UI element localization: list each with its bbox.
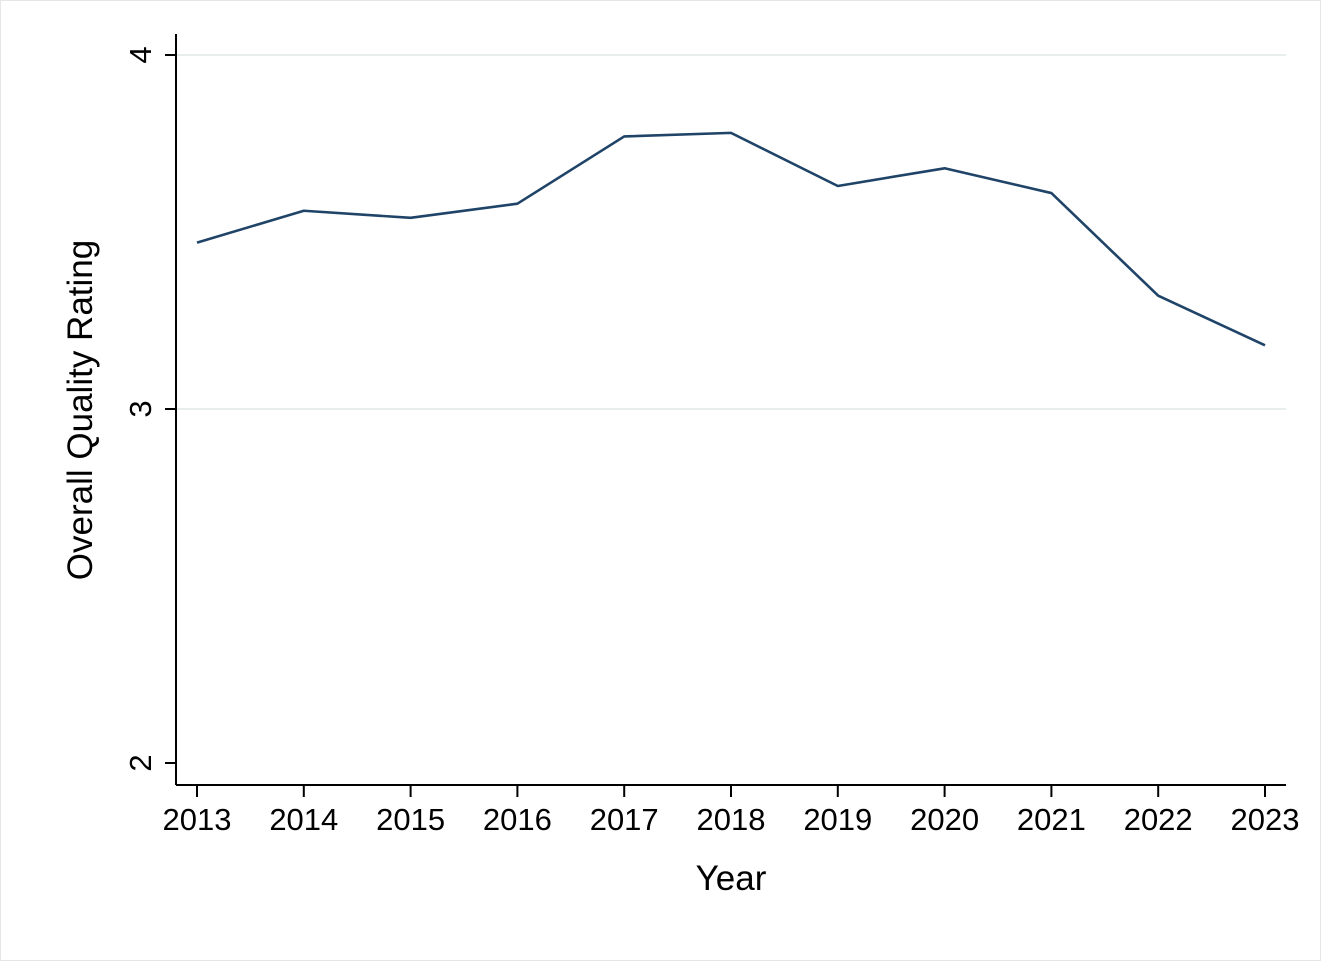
x-tick-label: 2016 <box>483 802 552 837</box>
x-tick-label: 2020 <box>910 802 979 837</box>
x-tick-label: 2014 <box>269 802 338 837</box>
x-tick-label: 2015 <box>376 802 445 837</box>
series-layer <box>196 131 1266 347</box>
y-tick-label: 2 <box>123 754 158 771</box>
y-axis-title: Overall Quality Rating <box>61 240 100 580</box>
x-axis-title: Year <box>696 859 767 898</box>
y-ticks: 2 3 4 <box>123 46 176 772</box>
x-tick-label: 2022 <box>1124 802 1193 837</box>
y-tick-label: 3 <box>123 400 158 417</box>
x-tick-label: 2023 <box>1231 802 1300 837</box>
x-tick-label: 2021 <box>1017 802 1086 837</box>
x-tick-label: 2013 <box>163 802 232 837</box>
x-ticks: 2013 2014 2015 2016 2017 2018 2019 2020 2021 2022… <box>163 785 1300 837</box>
y-tick-label: 4 <box>123 46 158 63</box>
x-tick-label: 2017 <box>590 802 659 837</box>
x-tick-label: 2018 <box>697 802 766 837</box>
series-line-0 <box>196 131 1266 347</box>
x-tick-label: 2019 <box>803 802 872 837</box>
gridlines <box>177 54 1286 410</box>
